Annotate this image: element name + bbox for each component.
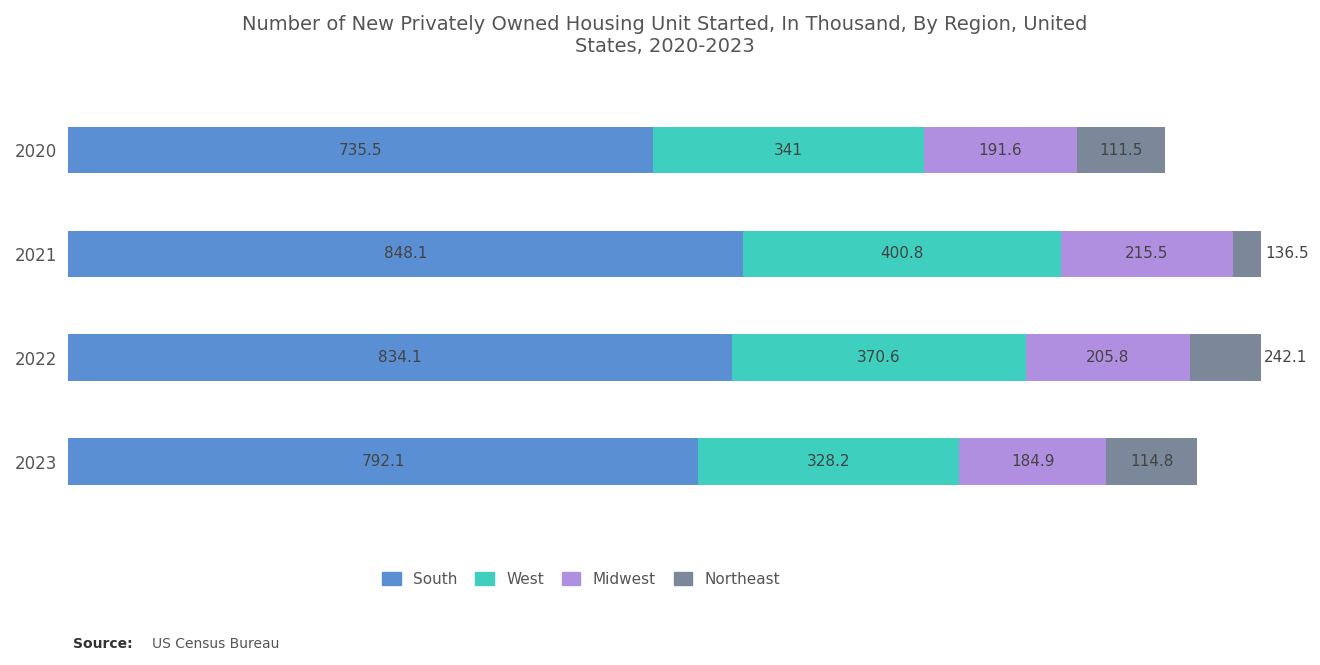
Text: 341: 341 [775, 142, 803, 158]
Text: Source:: Source: [73, 637, 132, 652]
Text: 792.1: 792.1 [362, 454, 405, 469]
Text: 400.8: 400.8 [880, 247, 924, 261]
Bar [1026, 334, 1189, 381]
Text: US Census Bureau: US Census Bureau [152, 637, 279, 652]
Bar [731, 334, 1026, 381]
Legend: South, West, Midwest, Northeast: South, West, Midwest, Northeast [376, 566, 787, 593]
Bar [1106, 438, 1197, 485]
Text: 848.1: 848.1 [384, 247, 428, 261]
Bar [69, 127, 653, 174]
Bar [69, 231, 743, 277]
Bar [1189, 334, 1320, 381]
Text: 242.1: 242.1 [1265, 350, 1308, 365]
Text: 205.8: 205.8 [1086, 350, 1130, 365]
Text: 735.5: 735.5 [339, 142, 383, 158]
Bar [1077, 127, 1166, 174]
Text: 111.5: 111.5 [1100, 142, 1143, 158]
Bar [69, 438, 698, 485]
Title: Number of New Privately Owned Housing Unit Started, In Thousand, By Region, Unit: Number of New Privately Owned Housing Un… [242, 15, 1088, 56]
Bar [1061, 231, 1233, 277]
Text: 370.6: 370.6 [857, 350, 900, 365]
Bar [960, 438, 1106, 485]
Text: 191.6: 191.6 [978, 142, 1022, 158]
Text: 184.9: 184.9 [1011, 454, 1055, 469]
Bar [698, 438, 960, 485]
Text: 215.5: 215.5 [1125, 247, 1168, 261]
Text: 114.8: 114.8 [1130, 454, 1173, 469]
Text: 328.2: 328.2 [807, 454, 850, 469]
Bar [924, 127, 1077, 174]
Text: 834.1: 834.1 [379, 350, 422, 365]
Bar [653, 127, 924, 174]
Text: 136.5: 136.5 [1265, 247, 1308, 261]
Bar [743, 231, 1061, 277]
Bar [69, 334, 731, 381]
Bar [1233, 231, 1320, 277]
